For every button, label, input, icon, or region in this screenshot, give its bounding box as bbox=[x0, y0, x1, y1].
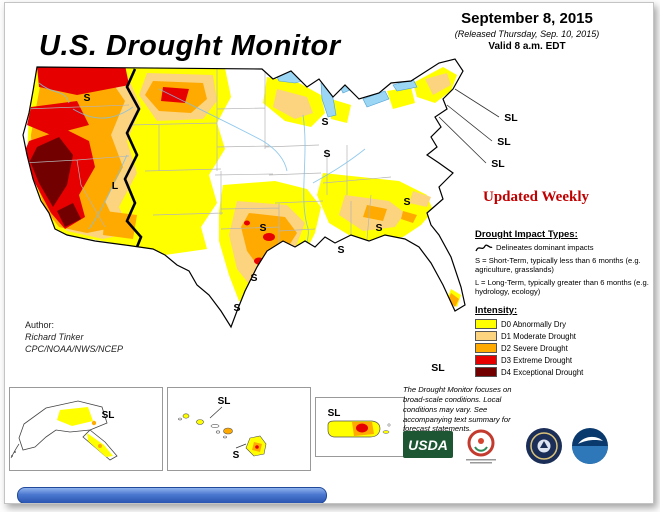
d0-swatch bbox=[475, 319, 497, 329]
map-date: September 8, 2015 bbox=[461, 10, 593, 27]
drought-d4-regions bbox=[30, 137, 81, 227]
delineates-text: Delineates dominant impacts bbox=[496, 243, 594, 253]
author-heading: Author: bbox=[25, 320, 55, 330]
impact-label: S bbox=[233, 302, 240, 314]
drought-impact-types-box: Drought Impact Types: Delineates dominan… bbox=[475, 229, 651, 297]
drought-mitigation-center-logo bbox=[466, 429, 496, 464]
impact-label: S bbox=[321, 116, 328, 128]
legend-row-d3: D3 Extreme Drought bbox=[475, 355, 651, 365]
author-org: CPC/NOAA/NWS/NCEP bbox=[25, 344, 124, 355]
puerto-rico-inset-map: SL bbox=[315, 397, 405, 457]
d0-label: D0 Abnormally Dry bbox=[501, 319, 566, 329]
d4-swatch bbox=[475, 367, 497, 377]
page-title: U.S. Drought Monitor bbox=[39, 30, 341, 63]
legend-row-d4: D4 Exceptional Drought bbox=[475, 367, 651, 377]
author-name: Richard Tinker bbox=[25, 332, 84, 343]
us-outline bbox=[22, 58, 466, 329]
impact-type-labels: S L S S S S S S S S SL SL SL SL bbox=[83, 88, 518, 374]
d2-label: D2 Severe Drought bbox=[501, 343, 568, 353]
d4-label: D4 Exceptional Drought bbox=[501, 367, 584, 377]
d3-label: D3 Extreme Drought bbox=[501, 355, 573, 365]
legend-row-d1: D1 Moderate Drought bbox=[475, 331, 651, 341]
impact-label: S bbox=[375, 222, 382, 234]
window-bar-fragment[interactable] bbox=[17, 487, 327, 503]
impact-label: SL bbox=[431, 362, 445, 374]
usda-logo: USDA bbox=[403, 431, 453, 458]
delineation-squiggle-icon bbox=[475, 244, 493, 252]
alaska-impact-label: SL bbox=[102, 410, 115, 421]
rivers bbox=[38, 82, 366, 247]
us-drought-map: S L S S S S S S S S SL SL SL SL bbox=[22, 58, 518, 374]
impact-delineation-line bbox=[123, 68, 143, 248]
d2-swatch bbox=[475, 343, 497, 353]
impact-label: S bbox=[403, 196, 410, 208]
puerto-rico-impact-label: SL bbox=[328, 408, 341, 419]
noaa-logo bbox=[572, 428, 608, 464]
disclaimer-text: The Drought Monitor focuses on broad-sca… bbox=[403, 385, 512, 434]
impact-label: S bbox=[250, 272, 257, 284]
impact-label: S bbox=[83, 92, 90, 104]
d3-swatch bbox=[475, 355, 497, 365]
dept-of-commerce-seal bbox=[526, 428, 562, 464]
state-borders bbox=[23, 69, 392, 249]
alaska-inset-map: SL bbox=[9, 387, 163, 471]
hawaii-inset-map: SL S bbox=[167, 387, 311, 471]
drought-monitor-report: U.S. Drought Monitor September 8, 2015 (… bbox=[4, 2, 654, 504]
short-term-definition: S = Short-Term, typically less than 6 mo… bbox=[475, 256, 641, 275]
valid-time: Valid 8 a.m. EDT bbox=[488, 41, 566, 52]
d1-label: D1 Moderate Drought bbox=[501, 331, 576, 341]
impact-label: S bbox=[259, 222, 266, 234]
d1-swatch bbox=[475, 331, 497, 341]
intensity-legend: Intensity: D0 Abnormally Dry D1 Moderate… bbox=[475, 305, 651, 379]
release-date: (Released Thursday, Sep. 10, 2015) bbox=[454, 29, 600, 39]
author-block: Author: Richard Tinker CPC/NOAA/NWS/NCEP bbox=[25, 319, 123, 355]
intensity-heading: Intensity: bbox=[475, 305, 518, 316]
long-term-definition: L = Long-Term, typically greater than 6 … bbox=[475, 277, 649, 297]
date-block: September 8, 2015 (Released Thursday, Se… bbox=[405, 10, 649, 52]
legend-row-d2: D2 Severe Drought bbox=[475, 343, 651, 353]
updated-weekly-note: Updated Weekly bbox=[483, 189, 589, 205]
impact-label: L bbox=[112, 180, 119, 192]
impact-label: SL bbox=[504, 112, 518, 124]
impact-label: S bbox=[323, 148, 330, 160]
impact-label: SL bbox=[497, 136, 511, 148]
hawaii-impact-label: S bbox=[233, 450, 240, 461]
hawaii-impact-label: SL bbox=[218, 396, 231, 407]
legend-row-d0: D0 Abnormally Dry bbox=[475, 319, 651, 329]
impact-label: S bbox=[337, 244, 344, 256]
impact-types-heading: Drought Impact Types: bbox=[475, 229, 578, 240]
impact-label: SL bbox=[491, 158, 505, 170]
